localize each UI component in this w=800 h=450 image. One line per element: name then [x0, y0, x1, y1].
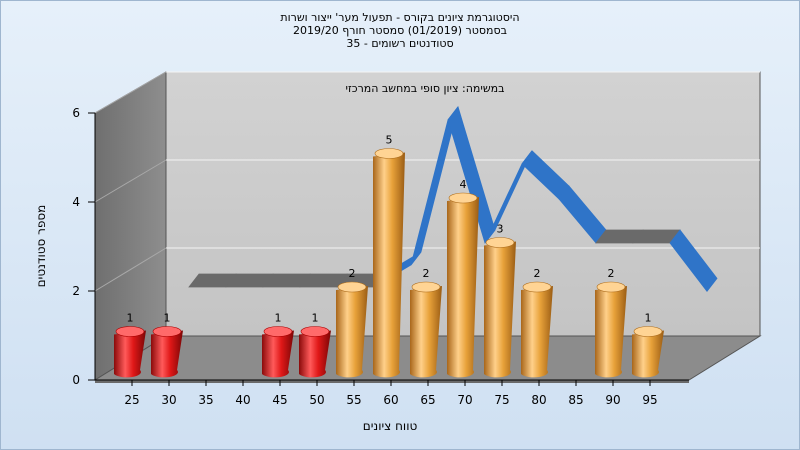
- x-tick-label-90: 90: [605, 393, 620, 407]
- bar-value-label-25: 1: [127, 312, 134, 325]
- ribbon-segment-13: [669, 229, 718, 293]
- bar-body-95: [632, 330, 664, 378]
- bar-value-label-70: 4: [460, 178, 467, 191]
- bar-value-label-30: 1: [164, 312, 171, 325]
- bar-top-60: [374, 148, 404, 159]
- bar-45: 1: [262, 312, 294, 378]
- bar-body-70: [447, 197, 479, 378]
- bar-70: 4: [447, 178, 479, 378]
- x-tick-label-30: 30: [161, 393, 176, 407]
- bar-55: 2: [336, 267, 368, 378]
- gridline-side-2: [94, 247, 167, 292]
- bar-body-60: [373, 152, 405, 378]
- y-tick-label-2: 2: [72, 284, 80, 298]
- bar-top-30: [152, 326, 182, 337]
- bar-body-50: [299, 330, 331, 378]
- bars: 1 1 1 1 2 5 2 4 3 2 2 1: [114, 134, 664, 378]
- gridline-side-6: [94, 71, 167, 114]
- bar-65: 2: [410, 267, 442, 378]
- bar-value-label-80: 2: [534, 267, 541, 280]
- x-tick-label-45: 45: [272, 393, 287, 407]
- bar-top-90: [596, 281, 626, 293]
- x-tick-label-85: 85: [568, 393, 583, 407]
- bar-body-80: [521, 286, 553, 378]
- y-tick-label-4: 4: [72, 195, 80, 209]
- chart-title-line-1: היסטוגרמת ציונים בקורס - תפעול מער' ייצו…: [280, 11, 520, 24]
- bar-value-label-65: 2: [423, 267, 430, 280]
- x-tick-label-25: 25: [124, 393, 139, 407]
- y-tick-label-0: 0: [72, 373, 80, 387]
- bar-body-25: [114, 330, 146, 378]
- gridline-side-4: [94, 159, 167, 203]
- x-tick-label-75: 75: [494, 393, 509, 407]
- bar-top-25: [115, 326, 145, 337]
- bar-body-55: [336, 286, 368, 378]
- x-tick-label-35: 35: [198, 393, 213, 407]
- bar-value-label-95: 1: [645, 312, 652, 325]
- chart-title-line-3: סטודנטים רשומים - 35: [346, 37, 454, 50]
- trend-ribbon: [188, 105, 718, 293]
- bar-value-label-90: 2: [608, 267, 615, 280]
- bar-body-90: [595, 286, 627, 378]
- bar-body-30: [151, 330, 183, 378]
- bar-60: 5: [373, 134, 405, 378]
- bar-75: 3: [484, 223, 516, 378]
- x-tick-label-70: 70: [457, 393, 472, 407]
- bar-value-label-60: 5: [386, 134, 393, 147]
- x-tick-label-55: 55: [346, 393, 361, 407]
- bar-body-65: [410, 286, 442, 378]
- bar-body-45: [262, 330, 294, 378]
- bar-value-label-45: 1: [275, 312, 282, 325]
- chart-title-line-2: בסמסטר (01/2019) סמסטר חורף 2019/20: [293, 24, 507, 37]
- bar-80: 2: [521, 267, 553, 378]
- bar-30: 1: [151, 312, 183, 378]
- bar-90: 2: [595, 267, 627, 378]
- bar-top-50: [300, 326, 330, 337]
- x-tick-label-40: 40: [235, 393, 250, 407]
- x-tick-label-65: 65: [420, 393, 435, 407]
- bar-value-label-55: 2: [349, 267, 356, 280]
- y-tick-label-6: 6: [72, 106, 80, 120]
- x-tick-label-80: 80: [531, 393, 546, 407]
- bar-value-label-50: 1: [312, 312, 319, 325]
- bar-top-95: [633, 326, 663, 337]
- bar-value-label-75: 3: [497, 223, 504, 236]
- bar-top-75: [485, 237, 515, 248]
- bar-top-80: [522, 281, 552, 293]
- x-tick-label-50: 50: [309, 393, 324, 407]
- x-tick-label-95: 95: [642, 393, 657, 407]
- x-tick-label-60: 60: [383, 393, 398, 407]
- bar-top-55: [337, 281, 367, 293]
- inner-chart-title: במשימה: ציון סופי במחשב המרכזי: [345, 82, 504, 95]
- bar-95: 1: [632, 312, 664, 378]
- bar-top-45: [263, 326, 293, 337]
- bar-50: 1: [299, 312, 331, 378]
- x-axis-label: טווח ציונים: [363, 419, 418, 433]
- bar-top-65: [411, 281, 441, 293]
- bar-top-70: [448, 192, 478, 204]
- y-axis-label: מספר סטודנטים: [34, 205, 48, 288]
- bar-25: 1: [114, 312, 146, 378]
- bar-body-75: [484, 241, 516, 378]
